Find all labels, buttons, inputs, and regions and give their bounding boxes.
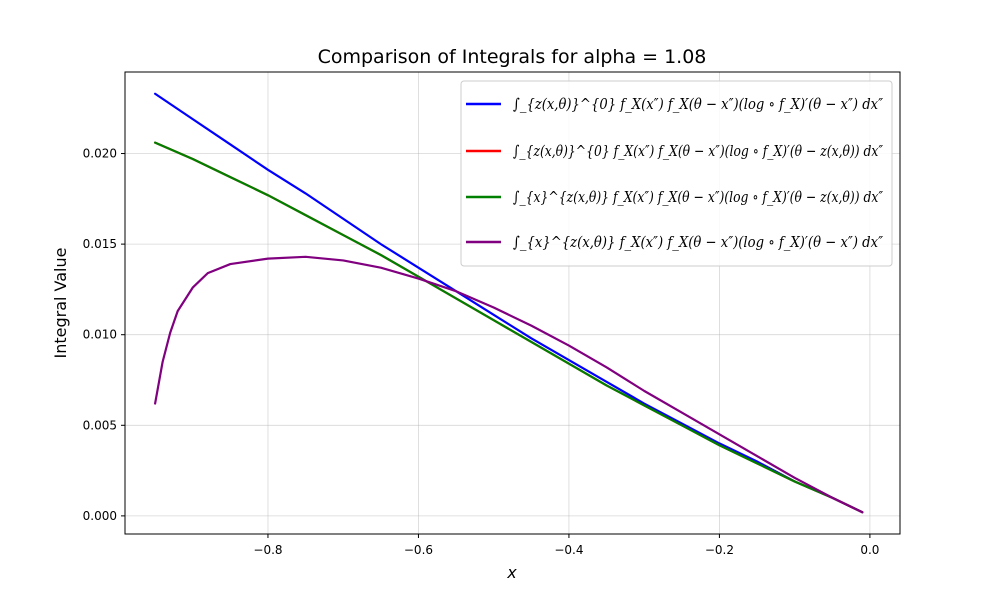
x-axis-label: x [506,563,517,582]
legend-label: ∫_{z(x,θ)}^{0} f_X(x″) f_X(θ − x″)(log ∘… [513,142,883,160]
legend: ∫_{z(x,θ)}^{0} f_X(x″) f_X(θ − x″)(log ∘… [460,80,893,267]
y-tick-label: 0.010 [83,328,117,342]
axis-ticks: −0.8 −0.6 −0.4 −0.2 0.0 0.000 0.005 0.010 0.015 0… [83,147,880,557]
series-line-4 [154,255,864,514]
x-tick-label: −0.6 [404,543,433,557]
x-tick-label: −0.2 [705,543,734,557]
y-tick-label: 0.000 [83,509,117,523]
x-tick-label: −0.8 [253,543,282,557]
y-tick-label: 0.020 [83,147,117,161]
legend-label: ∫_{x}^{z(x,θ)} f_X(x″) f_X(θ − x″)(log ∘… [513,188,883,206]
y-tick-label: 0.015 [83,237,117,251]
y-axis-label: Integral Value [51,248,70,359]
x-tick-label: −0.4 [554,543,583,557]
chart-title: Comparison of Integrals for alpha = 1.08 [318,46,707,68]
plot-area-frame [124,71,901,535]
series-line-1 [154,92,864,514]
x-tick-label: 0.0 [860,543,879,557]
series-group [154,92,864,514]
legend-label: ∫_{x}^{z(x,θ)} f_X(x″) f_X(θ − x″)(log ∘… [513,233,883,251]
legend-box [460,80,893,267]
legend-label: ∫_{z(x,θ)}^{0} f_X(x″) f_X(θ − x″)(log ∘… [513,95,883,113]
y-tick-label: 0.005 [83,418,117,432]
series-line-3 [154,141,864,514]
